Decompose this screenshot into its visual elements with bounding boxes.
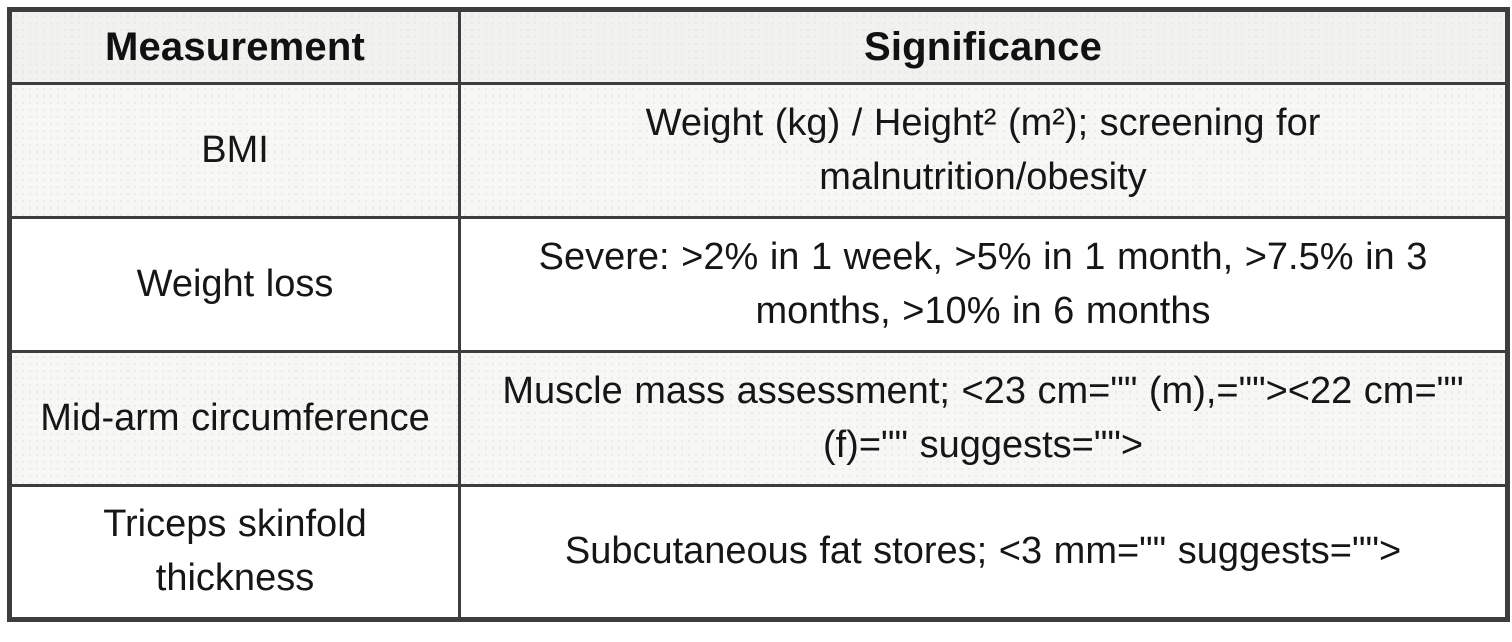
significance-cell: Weight (kg) / Height² (m²); screening fo…	[458, 82, 1509, 219]
significance-cell: Severe: >2% in 1 week, >5% in 1 month, >…	[458, 216, 1509, 353]
measurement-table: Measurement Significance BMI Weight (kg)…	[7, 7, 1510, 622]
table-row: Mid-arm circumference Muscle mass assess…	[8, 350, 1509, 487]
column-header-measurement: Measurement	[8, 8, 461, 85]
measurement-cell: BMI	[8, 82, 461, 219]
significance-cell: Muscle mass assessment; <23 cm="" (m),="…	[458, 350, 1509, 487]
header-row: Measurement Significance	[8, 8, 1509, 85]
table-header: Measurement Significance	[8, 8, 1509, 85]
measurement-cell: Weight loss	[8, 216, 461, 353]
table-row: Weight loss Severe: >2% in 1 week, >5% i…	[8, 216, 1509, 353]
table-body: BMI Weight (kg) / Height² (m²); screenin…	[8, 82, 1509, 621]
table-row: BMI Weight (kg) / Height² (m²); screenin…	[8, 82, 1509, 219]
column-header-significance: Significance	[458, 8, 1509, 85]
table-row: Triceps skinfold thickness Subcutaneous …	[8, 484, 1509, 621]
measurement-cell: Triceps skinfold thickness	[8, 484, 461, 621]
significance-cell: Subcutaneous fat stores; <3 mm="" sugges…	[458, 484, 1509, 621]
measurement-cell: Mid-arm circumference	[8, 350, 461, 487]
